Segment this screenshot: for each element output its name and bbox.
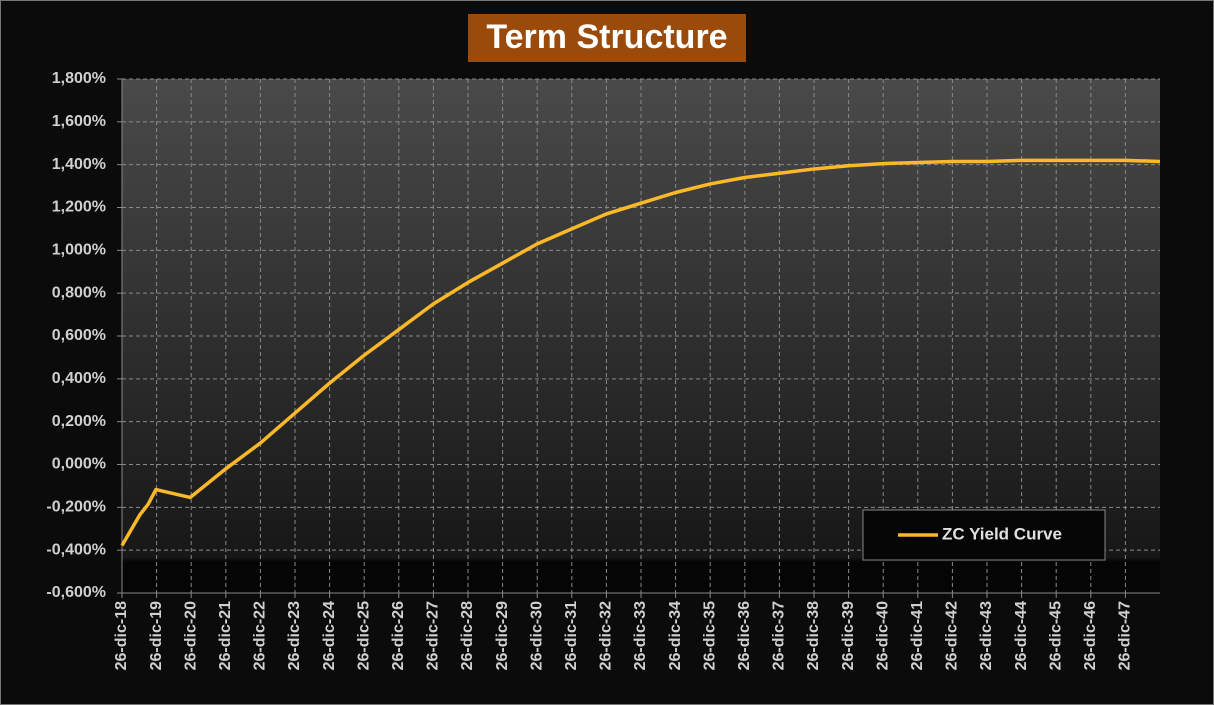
x-tick-label: 26-dic-23 xyxy=(286,601,303,670)
y-tick-label: 1,400% xyxy=(52,156,106,173)
x-tick-label: 26-dic-29 xyxy=(494,601,511,670)
x-tick-label: 26-dic-42 xyxy=(944,601,961,670)
legend: ZC Yield Curve xyxy=(862,509,1106,561)
x-tick-label: 26-dic-38 xyxy=(805,601,822,670)
x-tick-label: 26-dic-20 xyxy=(182,601,199,670)
legend-label: ZC Yield Curve xyxy=(942,524,1062,543)
y-tick-label: 0,600% xyxy=(52,327,106,344)
x-tick-label: 26-dic-40 xyxy=(874,601,891,670)
x-tick-label: 26-dic-36 xyxy=(736,601,753,670)
y-tick-label: 0,000% xyxy=(52,456,106,473)
y-tick-label: 1,000% xyxy=(52,242,106,259)
x-tick-label: 26-dic-35 xyxy=(701,601,718,670)
x-tick-label: 26-dic-46 xyxy=(1082,601,1099,670)
x-tick-label: 26-dic-39 xyxy=(840,601,857,670)
x-tick-label: 26-dic-19 xyxy=(148,601,165,670)
x-tick-label: 26-dic-47 xyxy=(1117,601,1134,670)
x-tick-label: 26-dic-31 xyxy=(563,601,580,670)
x-tick-label: 26-dic-24 xyxy=(321,601,338,670)
y-tick-label: 0,800% xyxy=(52,284,106,301)
x-tick-label: 26-dic-28 xyxy=(459,601,476,670)
x-tick-label: 26-dic-37 xyxy=(771,601,788,670)
x-tick-label: 26-dic-33 xyxy=(632,601,649,670)
y-tick-label: -0,600% xyxy=(46,584,106,601)
x-tick-label: 26-dic-26 xyxy=(390,601,407,670)
chart-title: Term Structure xyxy=(486,18,727,56)
x-tick-label: 26-dic-25 xyxy=(355,601,372,670)
y-tick-label: 0,400% xyxy=(52,370,106,387)
x-tick-label: 26-dic-18 xyxy=(113,601,130,670)
x-tick-label: 26-dic-43 xyxy=(978,601,995,670)
x-tick-label: 26-dic-22 xyxy=(252,601,269,670)
y-tick-label: -0,400% xyxy=(46,541,106,558)
x-tick-label: 26-dic-30 xyxy=(528,601,545,670)
y-tick-label: 0,200% xyxy=(52,413,106,430)
y-tick-label: 1,200% xyxy=(52,199,106,216)
x-tick-label: 26-dic-21 xyxy=(217,601,234,670)
y-tick-label: 1,600% xyxy=(52,113,106,130)
x-tick-label: 26-dic-41 xyxy=(909,601,926,670)
x-tick-label: 26-dic-32 xyxy=(598,601,615,670)
x-tick-label: 26-dic-44 xyxy=(1013,601,1030,670)
x-tick-label: 26-dic-34 xyxy=(667,601,684,670)
x-tick-label: 26-dic-45 xyxy=(1047,601,1064,670)
data-line xyxy=(120,158,1161,547)
title-box xyxy=(468,14,746,62)
y-tick-label: -0,200% xyxy=(46,499,106,516)
x-tick-label: 26-dic-27 xyxy=(425,601,442,670)
y-tick-label: 1,800% xyxy=(52,70,106,87)
